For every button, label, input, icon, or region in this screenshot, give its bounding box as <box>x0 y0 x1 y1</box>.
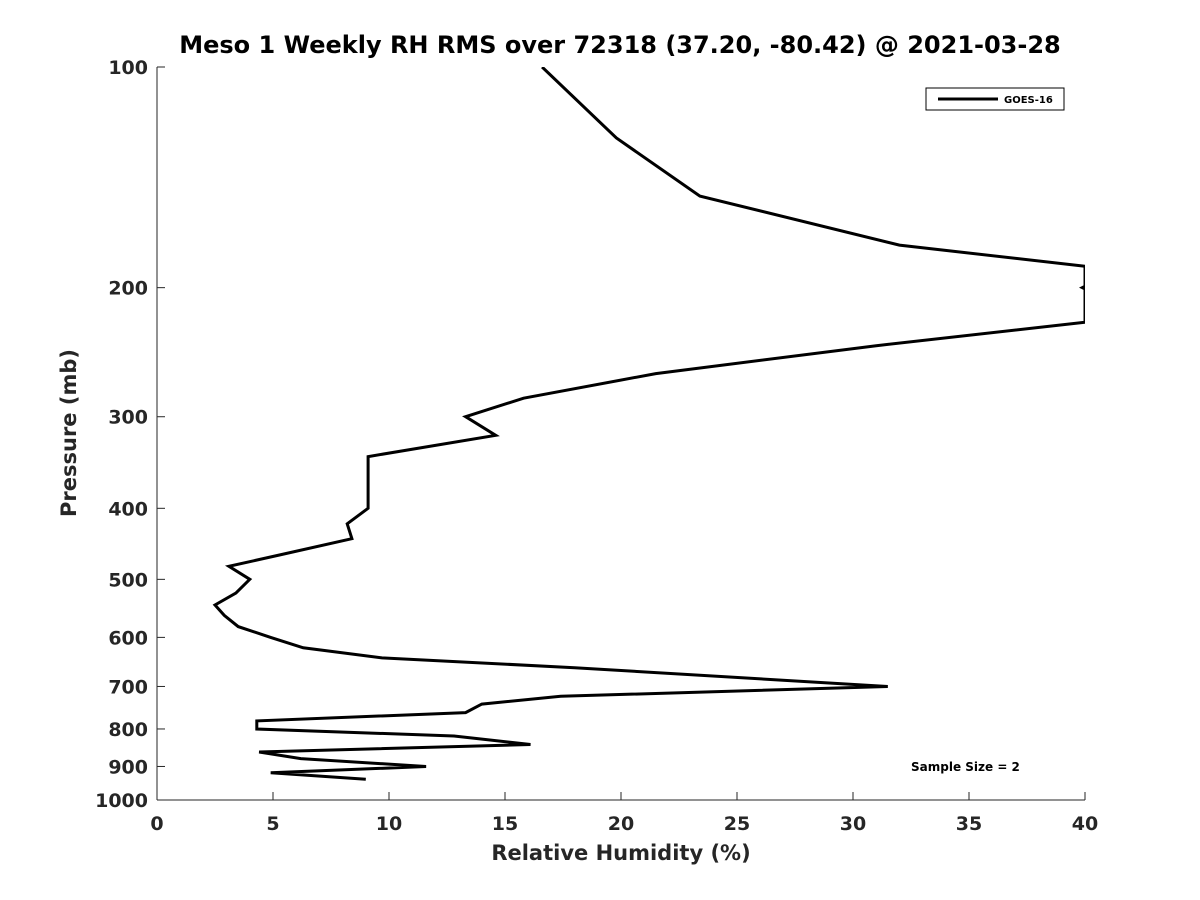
x-tick-label: 0 <box>150 813 163 835</box>
x-tick-label: 40 <box>1072 813 1098 835</box>
y-tick-label: 500 <box>108 569 148 591</box>
y-tick-label: 100 <box>108 57 148 79</box>
y-tick-label: 400 <box>108 498 148 520</box>
y-tick-label: 800 <box>108 719 148 741</box>
legend: GOES-16 <box>925 87 1065 111</box>
legend-label: GOES-16 <box>1004 95 1053 106</box>
y-tick-label: 200 <box>108 278 148 300</box>
sample-size-annotation: Sample Size = 2 <box>911 760 1020 774</box>
series-line <box>212 67 1085 781</box>
y-tick-label: 600 <box>108 627 148 649</box>
y-tick-label: 700 <box>108 676 148 698</box>
plot-area <box>212 67 1085 781</box>
chart-title: Meso 1 Weekly RH RMS over 72318 (37.20, … <box>179 31 1061 59</box>
y-tick-label: 1000 <box>95 790 148 812</box>
x-axis-label: Relative Humidity (%) <box>491 841 750 865</box>
y-axis-label: Pressure (mb) <box>57 349 81 517</box>
x-tick-label: 30 <box>840 813 866 835</box>
offscale-marker <box>1079 284 1085 291</box>
x-tick-label: 25 <box>724 813 750 835</box>
axes: 0 5 10 15 20 25 30 35 40 100 200 300 400 500 600 700 800… <box>95 57 1098 835</box>
x-tick-label: 15 <box>492 813 518 835</box>
x-tick-label: 5 <box>266 813 279 835</box>
y-tick-label: 300 <box>108 407 148 429</box>
x-tick-label: 10 <box>376 813 402 835</box>
x-tick-label: 20 <box>608 813 634 835</box>
x-tick-label: 35 <box>956 813 982 835</box>
y-tick-label: 900 <box>108 756 148 778</box>
